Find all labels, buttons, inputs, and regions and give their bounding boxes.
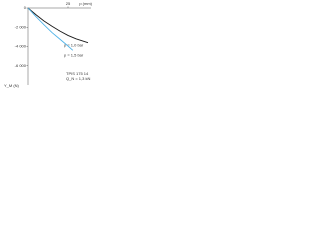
line — [27, 7, 89, 44]
chart: p (mm) Y_M (N) TPIS 175 14 Q_N = 1,3 kN … — [4, 1, 93, 88]
y-tick-label: -4 000 — [15, 44, 27, 49]
line — [27, 7, 74, 51]
y-tick-label: -2 000 — [15, 24, 27, 29]
annotation: TPIS 175 14 — [66, 71, 89, 76]
annotation: Q_N = 1,3 kN — [66, 76, 90, 81]
x-axis-label: p (mm) — [79, 1, 92, 6]
x-tick-label: 25 — [66, 1, 71, 6]
legend-label: p = 1,5 bar — [64, 52, 84, 57]
y-tick-label: -6 000 — [15, 63, 27, 68]
y-axis-label: Y_M (N) — [4, 83, 20, 88]
y-tick-label: 0 — [24, 5, 27, 10]
legend-label: p = 1,0 bar — [64, 43, 84, 48]
